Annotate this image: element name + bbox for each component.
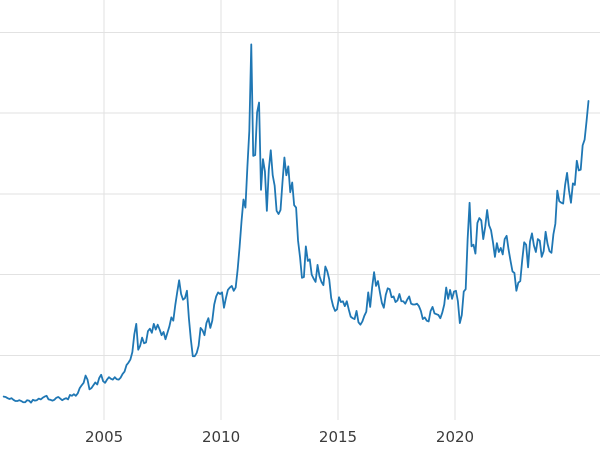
x-tick-label: 2010: [202, 428, 240, 446]
x-tick-label: 2015: [319, 428, 357, 446]
x-tick-label: 2020: [436, 428, 474, 446]
price-series-line: [2, 43, 590, 404]
x-tick-label: 2005: [85, 428, 123, 446]
